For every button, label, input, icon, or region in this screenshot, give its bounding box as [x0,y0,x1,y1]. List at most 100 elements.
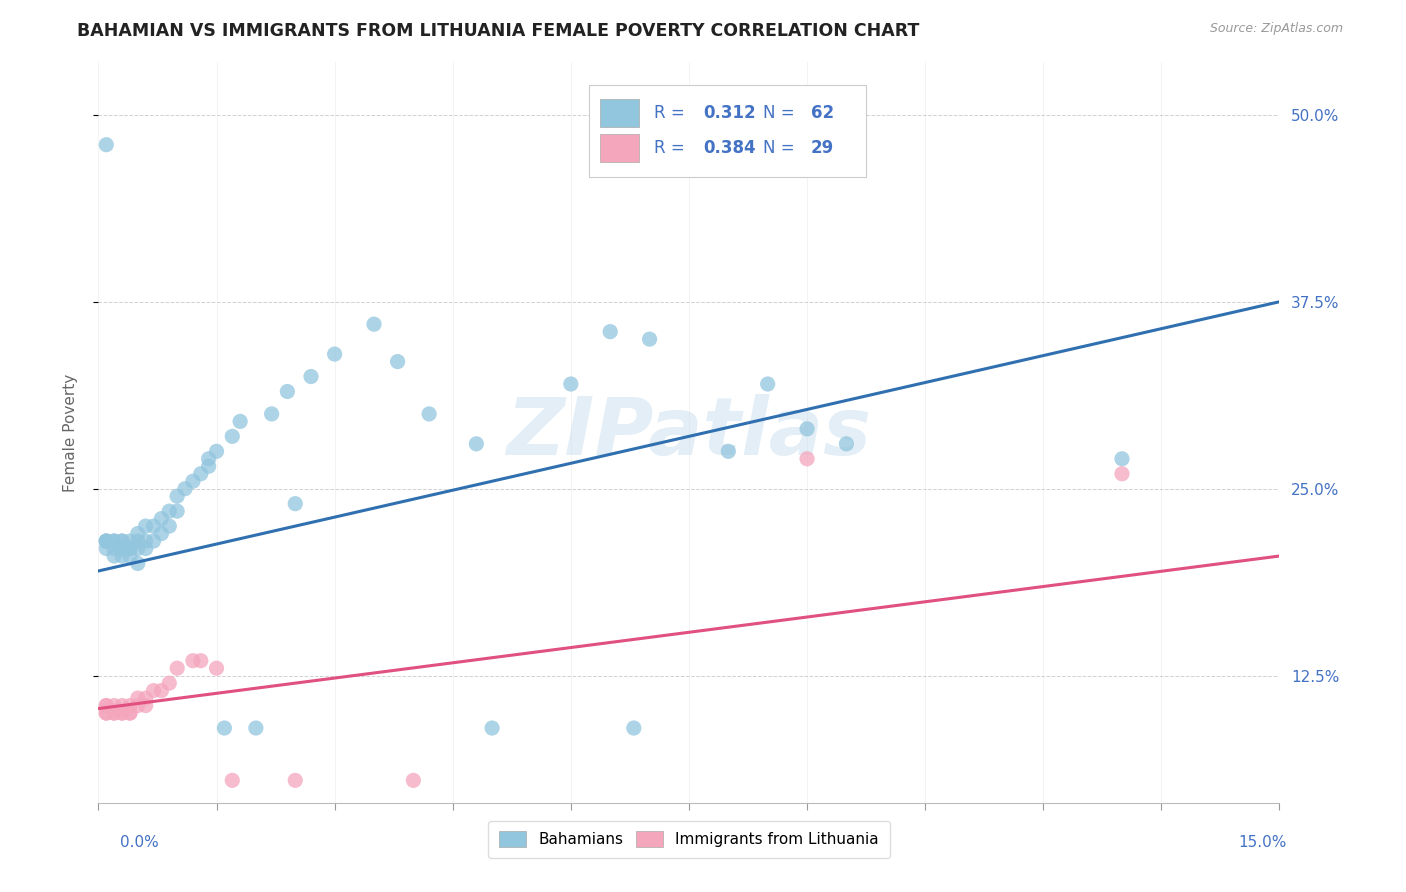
Text: 0.312: 0.312 [703,103,756,122]
Point [181,654,204,668]
Point [103,541,125,556]
Point [103,534,125,549]
Point [96,534,118,549]
Point [157,519,180,533]
Point [96,706,118,720]
Point [166,661,188,675]
Point [197,451,219,466]
Point [276,384,298,399]
Point [299,369,322,384]
Point [260,407,283,421]
Point [166,489,188,503]
Point [103,698,125,713]
Point [111,706,134,720]
Y-axis label: Female Poverty: Female Poverty [63,374,77,491]
Point [142,683,165,698]
Point [111,541,134,556]
Text: N =: N = [763,103,800,122]
Point [205,444,228,458]
Point [118,698,141,713]
Point [127,534,149,549]
Point [118,534,141,549]
Point [387,354,409,368]
Point [323,347,346,361]
Point [111,698,134,713]
Point [214,721,236,735]
Text: 15.0%: 15.0% [1239,836,1286,850]
Point [135,691,157,706]
Text: 62: 62 [811,103,834,122]
Point [96,698,118,713]
Point [157,676,180,690]
Point [205,661,228,675]
Point [166,504,188,518]
Text: BAHAMIAN VS IMMIGRANTS FROM LITHUANIA FEMALE POVERTY CORRELATION CHART: BAHAMIAN VS IMMIGRANTS FROM LITHUANIA FE… [77,22,920,40]
Text: N =: N = [763,138,800,157]
Point [135,541,157,556]
Point [221,773,243,788]
Point [127,698,149,713]
Point [142,519,165,533]
Point [142,534,165,549]
Point [135,519,157,533]
Point [1111,467,1133,481]
Point [96,137,118,152]
Point [835,437,858,451]
Point [717,444,740,458]
Point [118,541,141,556]
Point [229,414,252,428]
Point [190,467,212,481]
Point [150,683,173,698]
Point [157,504,180,518]
FancyBboxPatch shape [600,134,640,161]
Point [96,534,118,549]
Point [103,534,125,549]
Point [111,534,134,549]
Point [127,526,149,541]
Point [481,721,503,735]
Point [118,706,141,720]
Point [127,541,149,556]
Legend: Bahamians, Immigrants from Lithuania: Bahamians, Immigrants from Lithuania [488,821,890,858]
Point [284,497,307,511]
Point [135,534,157,549]
Point [96,706,118,720]
Point [174,482,197,496]
Point [118,549,141,563]
Point [796,451,818,466]
Point [197,459,219,474]
Point [111,549,134,563]
Point [796,422,818,436]
Point [245,721,267,735]
Point [623,721,645,735]
Text: 29: 29 [811,138,834,157]
Point [402,773,425,788]
Point [111,541,134,556]
Text: R =: R = [654,138,689,157]
Point [756,377,779,392]
Point [118,706,141,720]
Text: R =: R = [654,103,689,122]
Point [181,474,204,488]
Point [150,526,173,541]
Point [103,706,125,720]
Point [103,549,125,563]
Point [465,437,488,451]
FancyBboxPatch shape [600,99,640,127]
Point [418,407,440,421]
Point [363,317,385,331]
Point [96,534,118,549]
Point [96,698,118,713]
Point [221,429,243,443]
Point [111,706,134,720]
Point [103,706,125,720]
Point [284,773,307,788]
Point [1111,451,1133,466]
Text: Source: ZipAtlas.com: Source: ZipAtlas.com [1209,22,1343,36]
Point [127,557,149,571]
Point [118,541,141,556]
Text: 0.384: 0.384 [703,138,756,157]
FancyBboxPatch shape [589,85,866,178]
Text: ZIPatlas: ZIPatlas [506,393,872,472]
Point [127,691,149,706]
